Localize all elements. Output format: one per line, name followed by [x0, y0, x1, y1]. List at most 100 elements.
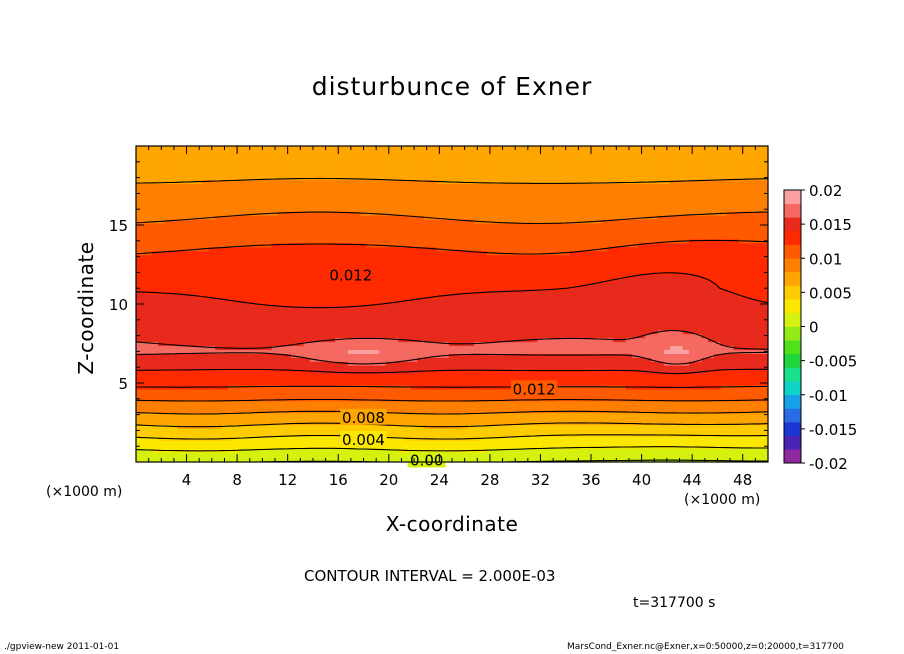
contour-fill-cell — [404, 400, 412, 406]
contour-fill-cell — [758, 432, 766, 437]
contour-fill-cell — [695, 345, 703, 351]
contour-fill-cell — [202, 337, 210, 343]
contour-fill-cell — [752, 305, 760, 311]
contour-fill-cell — [707, 294, 715, 299]
contour-fill-cell — [745, 337, 753, 343]
contour-fill-cell — [448, 400, 456, 406]
contour-fill-cell — [164, 420, 172, 426]
contour-fill-cell — [670, 329, 677, 335]
contour-fill-cell — [448, 302, 456, 307]
contour-fill-cell — [752, 345, 760, 351]
contour-fill-cell — [391, 404, 399, 410]
contour-fill-cell — [619, 381, 627, 386]
contour-fill-cell — [391, 305, 399, 311]
contour-fill-cell — [467, 313, 475, 319]
contour-fill-cell — [689, 365, 696, 370]
contour-fill-cell — [562, 400, 570, 406]
contour-fill-cell — [164, 329, 172, 335]
contour-fill-cell — [562, 369, 570, 374]
contour-fill-cell — [537, 329, 545, 335]
contour-fill-cell — [720, 365, 728, 370]
contour-fill-cell — [638, 313, 646, 319]
contour-fill-cell — [537, 313, 545, 319]
contour-fill-cell — [670, 309, 677, 315]
contour-fill-cell — [562, 294, 570, 299]
contour-fill-cell — [436, 396, 444, 402]
contour-fill-cell — [549, 400, 557, 406]
contour-fill-cell — [499, 392, 507, 398]
contour-fill-cell — [556, 313, 564, 319]
contour-fill-cell — [354, 396, 361, 402]
contour-fill-cell — [354, 377, 361, 382]
contour-fill-cell — [290, 357, 298, 362]
contour-fill-cell — [613, 392, 621, 398]
contour-fill-cell — [202, 270, 210, 275]
contour-fill-cell — [638, 412, 646, 418]
contour-fill-cell — [246, 365, 254, 370]
contour-fill-cell — [252, 321, 260, 327]
contour-fill-cell — [436, 373, 444, 378]
contour-fill-cell — [335, 302, 342, 307]
contour-fill-cell — [227, 444, 235, 449]
contour-fill-cell — [461, 353, 469, 358]
contour-fill-cell — [309, 436, 317, 441]
contour-fill-cell — [752, 325, 760, 331]
contour-fill-cell — [613, 317, 621, 323]
contour-fill-cell — [448, 329, 456, 335]
contour-fill-cell — [676, 325, 684, 331]
contour-fill-cell — [265, 392, 273, 398]
contour-fill-cell — [136, 400, 140, 406]
contour-fill-cell — [739, 400, 747, 406]
contour-fill-cell — [512, 302, 519, 307]
contour-fill-cell — [543, 294, 551, 299]
contour-fill-cell — [651, 381, 658, 386]
contour-fill-cell — [221, 373, 229, 378]
contour-fill-cell — [486, 337, 494, 343]
contour-fill-cell — [632, 325, 640, 331]
contour-fill-cell — [309, 448, 317, 453]
contour-fill-cell — [531, 341, 538, 347]
contour-fill-cell — [568, 305, 576, 311]
contour-fill-cell — [587, 305, 595, 311]
contour-fill-cell — [726, 396, 734, 402]
contour-fill-cell — [265, 404, 273, 410]
contour-fill-cell — [739, 361, 747, 366]
contour-fill-cell — [549, 278, 557, 283]
contour-fill-cell — [752, 424, 760, 430]
contour-fill-cell — [606, 341, 614, 347]
contour-fill-cell — [638, 317, 646, 323]
contour-fill-cell — [208, 302, 216, 307]
contour-fill-cell — [164, 412, 172, 418]
contour-fill-cell — [208, 452, 216, 457]
contour-fill-cell — [733, 341, 741, 347]
contour-fill-cell — [233, 282, 241, 287]
contour-fill-cell — [480, 298, 488, 303]
contour-fill-cell — [739, 448, 747, 453]
contour-fill-cell — [619, 452, 627, 457]
contour-fill-cell — [240, 286, 248, 291]
contour-fill-cell — [752, 452, 760, 457]
contour-fill-cell — [562, 416, 570, 422]
contour-fill-cell — [335, 317, 342, 323]
contour-fill-cell — [714, 353, 722, 358]
contour-fill-cell — [366, 282, 374, 287]
contour-fill-cell — [493, 432, 500, 437]
contour-fill-cell — [549, 282, 557, 287]
contour-fill-cell — [391, 420, 399, 426]
contour-fill-cell — [581, 400, 589, 406]
contour-fill-cell — [164, 309, 172, 315]
contour-fill-cell — [347, 448, 355, 453]
contour-fill-cell — [512, 309, 519, 315]
contour-fill-cell — [322, 309, 330, 315]
contour-fill-cell — [303, 353, 311, 358]
contour-fill-cell — [600, 412, 608, 418]
contour-fill-cell — [259, 440, 267, 445]
contour-fill-cell — [499, 353, 507, 358]
contour-fill-cell — [455, 329, 463, 335]
contour-fill-cell — [499, 313, 507, 319]
contour-fill-cell — [252, 456, 260, 461]
contour-fill-cell — [619, 317, 627, 323]
contour-fill-cell — [587, 412, 595, 418]
contour-fill-cell — [707, 388, 715, 394]
contour-fill-cell — [556, 337, 564, 343]
